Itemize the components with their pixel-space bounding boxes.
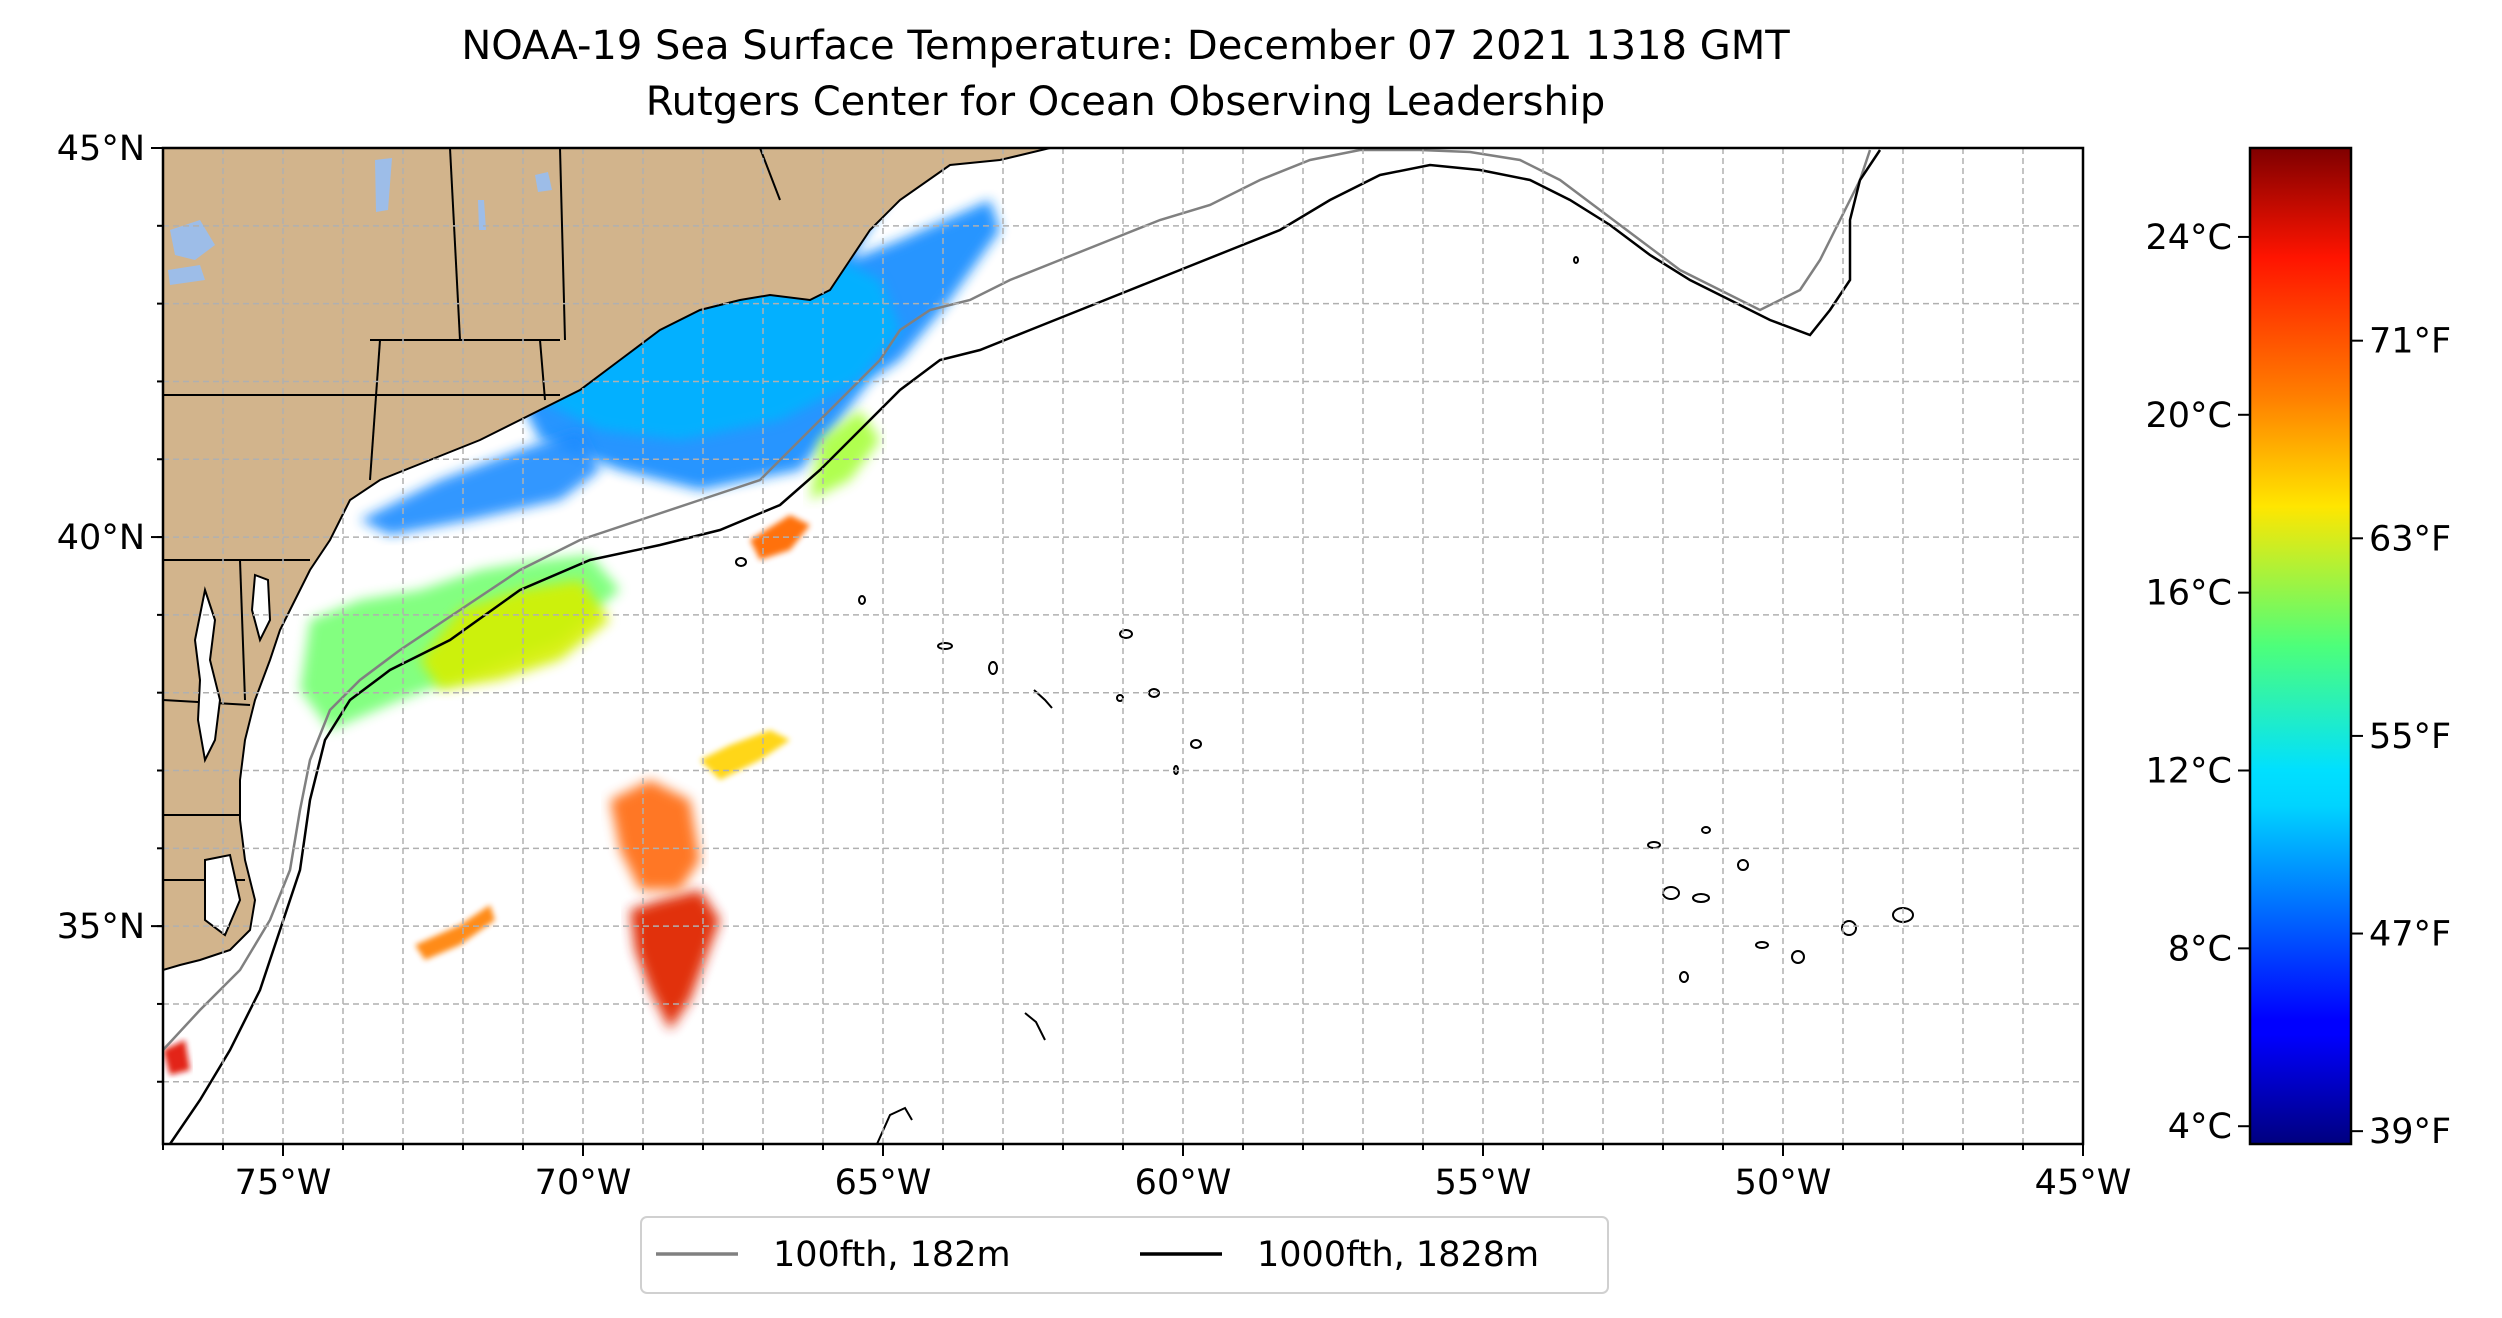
lat-tick-label: 35°N (57, 907, 145, 947)
legend-label-1000fth: 1000fth, 1828m (1257, 1235, 1539, 1275)
map-gridlines (163, 148, 2083, 1144)
sst-warm-patch-3 (163, 1040, 190, 1075)
colorbar-celsius-label: 20°C (2146, 396, 2232, 436)
lake-1 (170, 220, 215, 260)
delaware-bay (250, 573, 272, 643)
colorbar-celsius-label: 4°C (2168, 1107, 2232, 1147)
lon-tick-label: 75°W (235, 1163, 332, 1203)
sst-warm-eddy-orange (750, 515, 810, 560)
isobath-1000fth (168, 149, 1882, 1144)
colorbar-fahrenheit-label: 39°F (2369, 1112, 2451, 1152)
colorbar-celsius-label: 8°C (2168, 929, 2232, 969)
sst-warm-patch-2 (700, 730, 790, 780)
sst-gulfstream-red (630, 890, 720, 1030)
colorbar-fahrenheit-ticks: 39°F 47°F 55°F 63°F 71°F (2351, 322, 2451, 1152)
legend-box (640, 1216, 1609, 1294)
legend: 100fth, 182m 1000fth, 1828m (640, 1216, 1609, 1294)
sst-li-shelf (360, 430, 600, 535)
colorbar-fahrenheit-label: 63°F (2369, 519, 2451, 559)
colorbar: 4°C 8°C 12°C 16°C 20°C 24°C 39°F 47°F 55°F 63°F 7… (2146, 146, 2451, 1152)
land-north-america (163, 148, 1051, 972)
sst-slope-yellow (420, 580, 610, 690)
lon-tick-label: 50°W (1735, 1163, 1832, 1203)
isobath-100fth (163, 148, 1872, 1051)
lake-5 (168, 265, 205, 285)
colorbar-celsius-label: 24°C (2146, 218, 2232, 258)
pamlico-sound (204, 853, 242, 937)
sst-gulfstream-orange (610, 780, 700, 890)
map-area: 45°N 40°N 35°N 75°W 70°W 65°W 60°W 55°W 50°W 45°… (57, 129, 2132, 1203)
sst-data-layer (163, 148, 1000, 1075)
colorbar-celsius-label: 16°C (2146, 574, 2232, 614)
colorbar-fahrenheit-label: 55°F (2369, 717, 2451, 757)
sst-warm-patch-1 (415, 905, 495, 960)
sst-shelfbreak-green (810, 410, 880, 500)
lake-4 (535, 172, 552, 192)
lon-tick-label: 55°W (1435, 1163, 1532, 1203)
lon-tick-label: 65°W (835, 1163, 932, 1203)
colorbar-celsius-ticks: 4°C 8°C 12°C 16°C 20°C 24°C (2146, 218, 2250, 1147)
colorbar-gradient (2250, 148, 2351, 1144)
lake-2 (375, 158, 392, 212)
colorbar-celsius-label: 12°C (2146, 752, 2232, 792)
colorbar-frame (2248, 146, 2353, 1146)
latitude-axis: 45°N 40°N 35°N (57, 129, 163, 1083)
colorbar-fahrenheit-label: 47°F (2369, 915, 2451, 955)
lat-tick-label: 40°N (57, 518, 145, 558)
colorbar-fahrenheit-label: 71°F (2369, 322, 2451, 362)
chesapeake-bay (193, 586, 222, 764)
legend-label-100fth: 100fth, 182m (773, 1235, 1011, 1275)
map-subtitle: Rutgers Center for Ocean Observing Leade… (645, 79, 1606, 125)
lon-tick-label: 60°W (1135, 1163, 1232, 1203)
longitude-axis: 75°W 70°W 65°W 60°W 55°W 50°W 45°W (162, 1144, 2132, 1203)
lake-3 (478, 200, 486, 230)
lat-tick-label: 45°N (57, 129, 145, 169)
lon-tick-label: 45°W (2035, 1163, 2132, 1203)
lon-tick-label: 70°W (535, 1163, 632, 1203)
state-boundaries (163, 148, 781, 881)
map-title: NOAA-19 Sea Surface Temperature: Decembe… (461, 23, 1790, 69)
